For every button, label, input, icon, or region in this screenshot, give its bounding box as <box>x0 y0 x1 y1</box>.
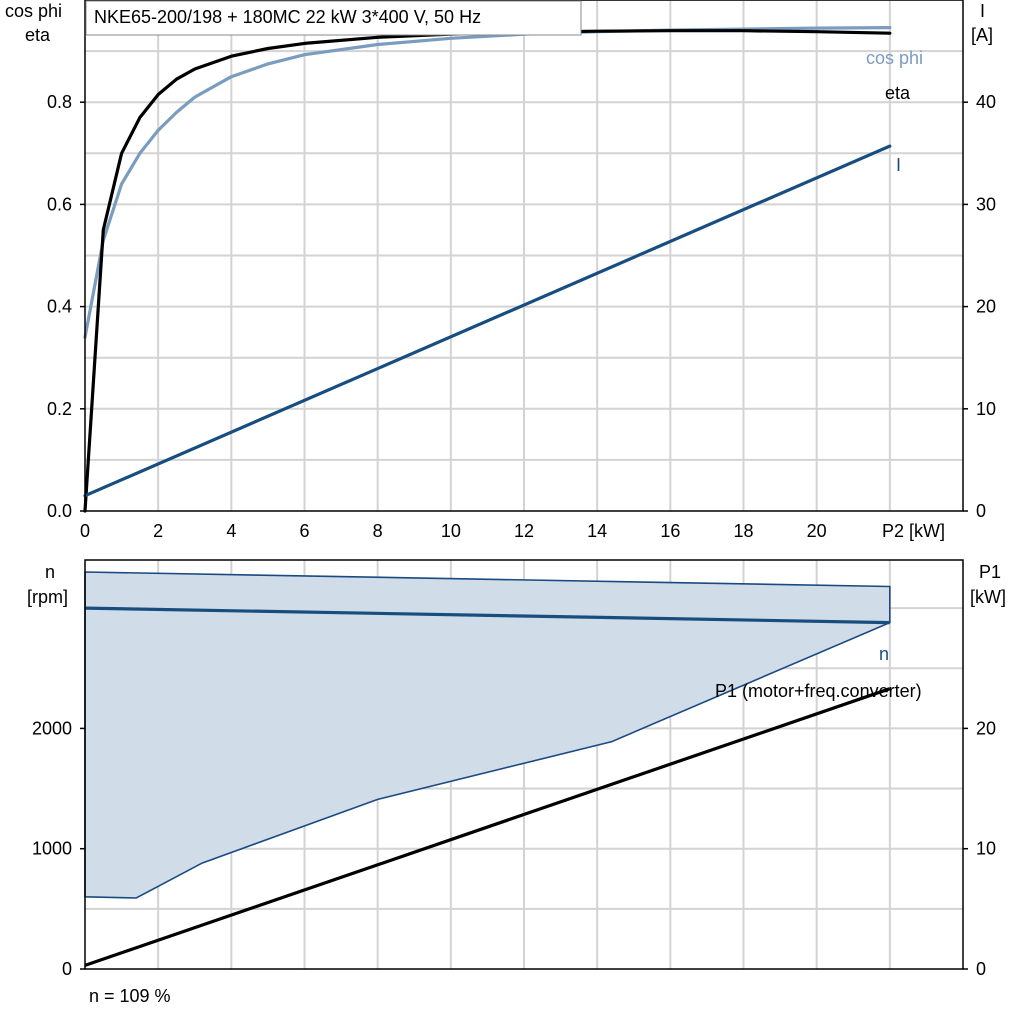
bottom-plot-frame <box>84 559 964 970</box>
x-tick-label: 12 <box>514 521 534 541</box>
x-tick-label: 18 <box>733 521 753 541</box>
top-right-axis-label-line2: [A] <box>971 25 993 45</box>
speed-line <box>84 606 890 625</box>
tick-labels: 0 2 4 6 8 10 12 14 16 18 20 0.0 0.2 0.4 0.6 0.8 0 10 20 30 4… <box>32 92 996 979</box>
top-left-tick-label: 0.6 <box>47 194 72 214</box>
x-tick-label: 8 <box>373 521 383 541</box>
bottom-plot-marks <box>84 571 891 967</box>
bottom-left-axis-label-line2: [rpm] <box>27 587 68 607</box>
bottom-right-tick-label: 20 <box>976 718 996 738</box>
x-tick-label: 14 <box>587 521 607 541</box>
bottom-right-tick-label: 10 <box>976 839 996 859</box>
x-tick-label: 4 <box>226 521 236 541</box>
bottom-left-tick-label: 0 <box>62 959 72 979</box>
top-right-tick-label: 10 <box>976 399 996 419</box>
series-label-p1: P1 (motor+freq.converter) <box>715 681 922 701</box>
bottom-left-tick-label: 1000 <box>32 839 72 859</box>
top-plot-marks <box>83 26 892 513</box>
bottom-left-axis-label-line1: n <box>45 562 55 582</box>
series-label-speed: n <box>879 644 889 664</box>
bottom-right-axis-label-line2: [kW] <box>970 587 1006 607</box>
x-tick-label: 0 <box>80 521 90 541</box>
x-tick-label: 16 <box>660 521 680 541</box>
bottom-right-axis-label-line1: P1 <box>979 562 1001 582</box>
top-right-axis-label-line1: I <box>980 1 985 21</box>
x-tick-label: 10 <box>441 521 461 541</box>
top-left-axis-label-line2: eta <box>25 25 51 45</box>
bottom-right-tick-label: 0 <box>976 959 986 979</box>
top-right-tick-label: 0 <box>976 501 986 521</box>
top-right-tick-label: 40 <box>976 92 996 112</box>
x-axis-label: P2 [kW] <box>882 521 945 541</box>
top-left-tick-label: 0.2 <box>47 399 72 419</box>
top-left-axis-label-line1: cos phi <box>5 1 62 21</box>
x-tick-label: 6 <box>299 521 309 541</box>
chart-title: NKE65-200/198 + 180MC 22 kW 3*400 V, 50 … <box>94 7 481 27</box>
top-left-tick-label: 0.8 <box>47 92 72 112</box>
operating-envelope <box>84 571 891 899</box>
bottom-left-tick-label: 2000 <box>32 718 72 738</box>
top-left-tick-label: 0.0 <box>47 501 72 521</box>
x-tick-label: 20 <box>807 521 827 541</box>
series-label-current: I <box>896 155 901 175</box>
series-label-eta: eta <box>885 83 911 103</box>
top-right-tick-label: 30 <box>976 194 996 214</box>
speed-percent-note: n = 109 % <box>89 986 171 1006</box>
x-tick-label: 2 <box>153 521 163 541</box>
p1-line <box>84 687 891 967</box>
top-left-tick-label: 0.4 <box>47 297 72 317</box>
current-line <box>83 144 892 498</box>
series-label-cos-phi: cos phi <box>866 48 923 68</box>
top-plot-frame <box>84 0 964 512</box>
top-grid <box>85 0 963 511</box>
eta-curve <box>83 29 892 513</box>
top-right-tick-label: 20 <box>976 297 996 317</box>
title-box <box>85 0 582 36</box>
cos-phi-curve <box>83 26 892 339</box>
